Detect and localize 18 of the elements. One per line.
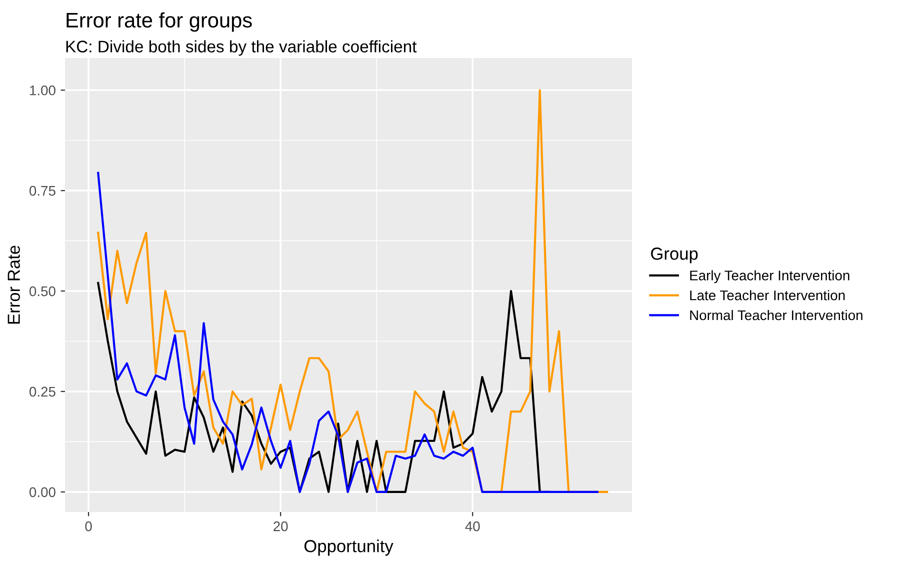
line-series xyxy=(97,89,608,493)
y-tick-label: 0.50 xyxy=(29,286,56,296)
line-series xyxy=(97,172,598,493)
legend-title: Group xyxy=(651,248,698,264)
x-tick-label: 0 xyxy=(85,521,92,532)
x-axis-title: Opportunity xyxy=(304,540,394,556)
y-tick-label: 1.00 xyxy=(30,85,56,96)
legend-label: Late Teacher Intervention xyxy=(690,290,845,300)
y-tick-label: 0.25 xyxy=(29,386,56,397)
chart-subtitle: KC: Divide both sides by the variable coefficient xyxy=(66,40,417,56)
y-axis-title: Error Rate xyxy=(8,246,20,324)
y-tick-label: 0.00 xyxy=(29,487,56,498)
legend-label: Early Teacher Intervention xyxy=(690,270,850,284)
chart-title: Error rate for groups xyxy=(66,12,252,32)
x-tick-label: 20 xyxy=(274,521,288,532)
legend-label: Normal Teacher Intervention xyxy=(690,310,862,320)
y-tick-label: 0.75 xyxy=(29,186,56,196)
x-tick-label: 40 xyxy=(465,521,480,532)
